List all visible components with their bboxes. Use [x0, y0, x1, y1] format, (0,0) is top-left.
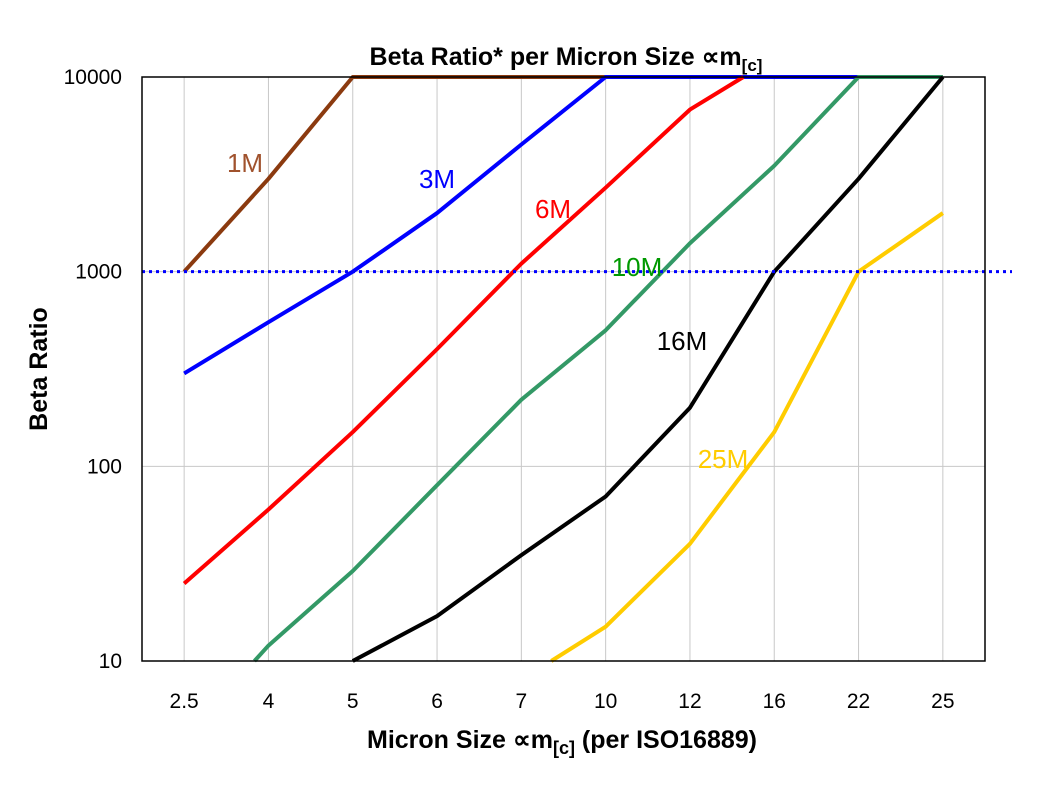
x-tick-labels: 2.5 4 5 6 7 10 12 16 22 25: [170, 690, 955, 713]
series-labels: 1M 3M 6M 10M 16M 25M: [227, 148, 748, 474]
chart-title: Beta Ratio* per Micron Size ∝m[c]: [370, 43, 763, 75]
series-label-1M: 1M: [227, 148, 263, 178]
plot-area: [142, 77, 985, 661]
series-line-16M: [351, 75, 945, 663]
y-axis-label: Beta Ratio: [25, 307, 53, 431]
series-label-10M: 10M: [612, 252, 663, 282]
plot-border: [141, 76, 986, 662]
x-tick-label: 7: [516, 690, 528, 713]
y-tick-label: 1000: [75, 261, 122, 284]
series-label-25M: 25M: [698, 444, 749, 474]
x-axis-label: Micron Size ∝m[c] (per ISO16889): [367, 726, 757, 758]
x-tick-label: 5: [347, 690, 359, 713]
series-label-3M: 3M: [419, 164, 455, 194]
y-tick-label: 100: [87, 455, 122, 478]
y-tick-label: 10000: [64, 66, 122, 89]
series-line-25M: [550, 211, 944, 663]
series-line-10M: [252, 75, 943, 663]
x-tick-label: 4: [263, 690, 275, 713]
x-tick-label: 6: [431, 690, 443, 713]
x-tick-label: 16: [763, 690, 786, 713]
series-label-16M: 16M: [657, 326, 708, 356]
x-tick-label: 25: [931, 690, 954, 713]
series-label-6M: 6M: [535, 194, 571, 224]
y-tick-labels: 10 100 1000 10000: [64, 66, 122, 673]
x-tick-label: 2.5: [170, 690, 199, 713]
y-tick-label: 10: [99, 650, 122, 673]
x-tick-label: 10: [594, 690, 617, 713]
x-tick-label: 22: [847, 690, 870, 713]
x-tick-label: 12: [678, 690, 701, 713]
